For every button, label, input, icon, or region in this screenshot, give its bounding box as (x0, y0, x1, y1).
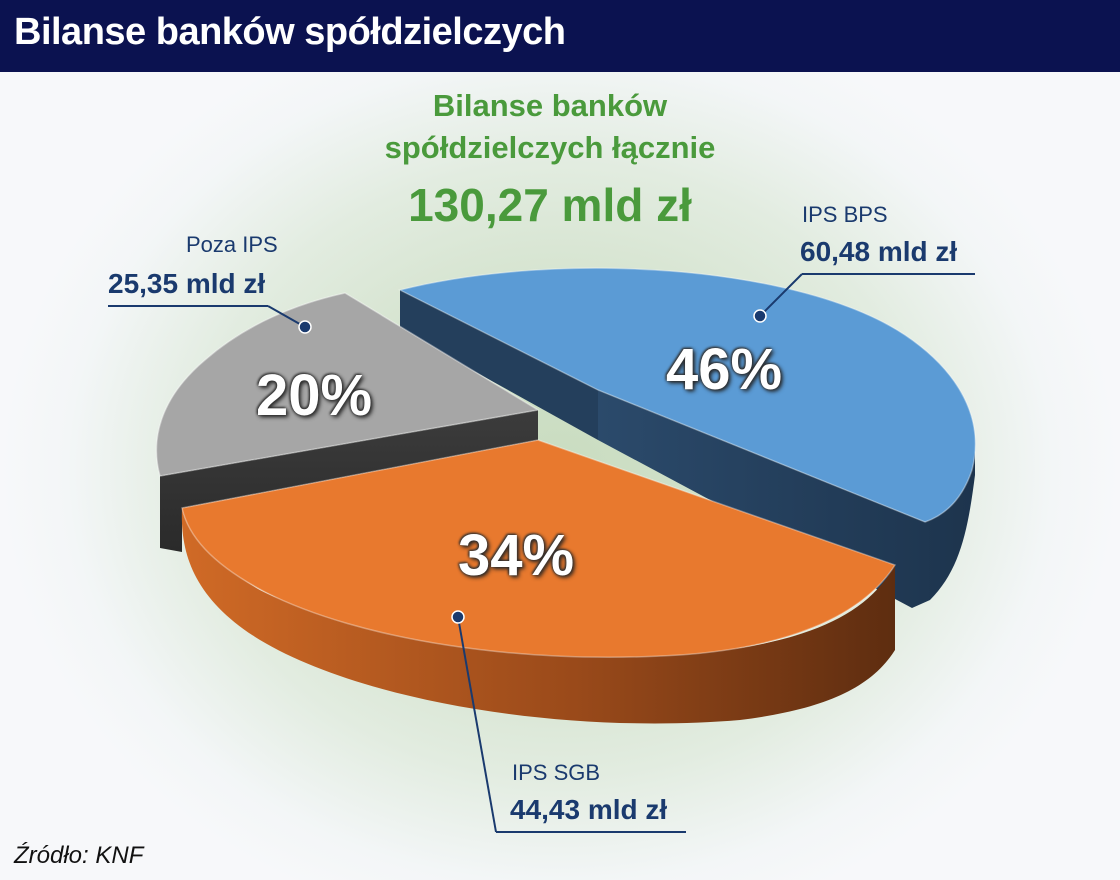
series-name-ips-bps: IPS BPS (802, 202, 888, 227)
page-title: Bilanse banków spółdzielczych (14, 11, 566, 53)
slice-ips-bps (397, 267, 977, 608)
callout-ips-bps (753, 273, 975, 323)
slice-ips-bps-side (400, 290, 598, 440)
callout-dot-ips-sgb (451, 610, 465, 624)
slice-ips-bps-side-right (598, 390, 975, 608)
chart-title-line-2: spółdzielczych łącznie (384, 130, 716, 165)
header-bar: Bilanse banków spółdzielczych (0, 0, 1120, 72)
source-note: Źródło: KNF (14, 842, 144, 869)
series-value-ips-bps: 60,48 mld zł (800, 236, 958, 267)
percent-label-ips-sgb: 34% (458, 523, 575, 588)
slice-poza-ips-top (155, 292, 541, 477)
series-name-ips-sgb: IPS SGB (512, 760, 601, 785)
slice-ips-bps-top (397, 267, 977, 523)
callout-poza-ips (108, 305, 312, 334)
slice-poza-ips-side (160, 410, 538, 552)
percent-label-ips-bps: 46% (666, 337, 783, 402)
callout-ips-sgb (451, 610, 686, 833)
callout-dot-ips-bps (753, 309, 767, 323)
slice-ips-sgb-side (181, 508, 896, 724)
percent-label-poza-ips: 20% (256, 363, 373, 428)
chart-total: 130,27 mld zł (408, 179, 692, 231)
slice-ips-sgb-top (181, 439, 897, 658)
slice-poza-ips (155, 292, 541, 552)
series-value-ips-sgb: 44,43 mld zł (510, 794, 668, 825)
series-name-poza-ips: Poza IPS (186, 232, 278, 257)
series-value-poza-ips: 25,35 mld zł (108, 268, 266, 299)
callout-dot-poza-ips (298, 320, 312, 334)
chart-title-line-1: Bilanse banków (432, 88, 668, 123)
slice-ips-sgb (181, 439, 897, 724)
